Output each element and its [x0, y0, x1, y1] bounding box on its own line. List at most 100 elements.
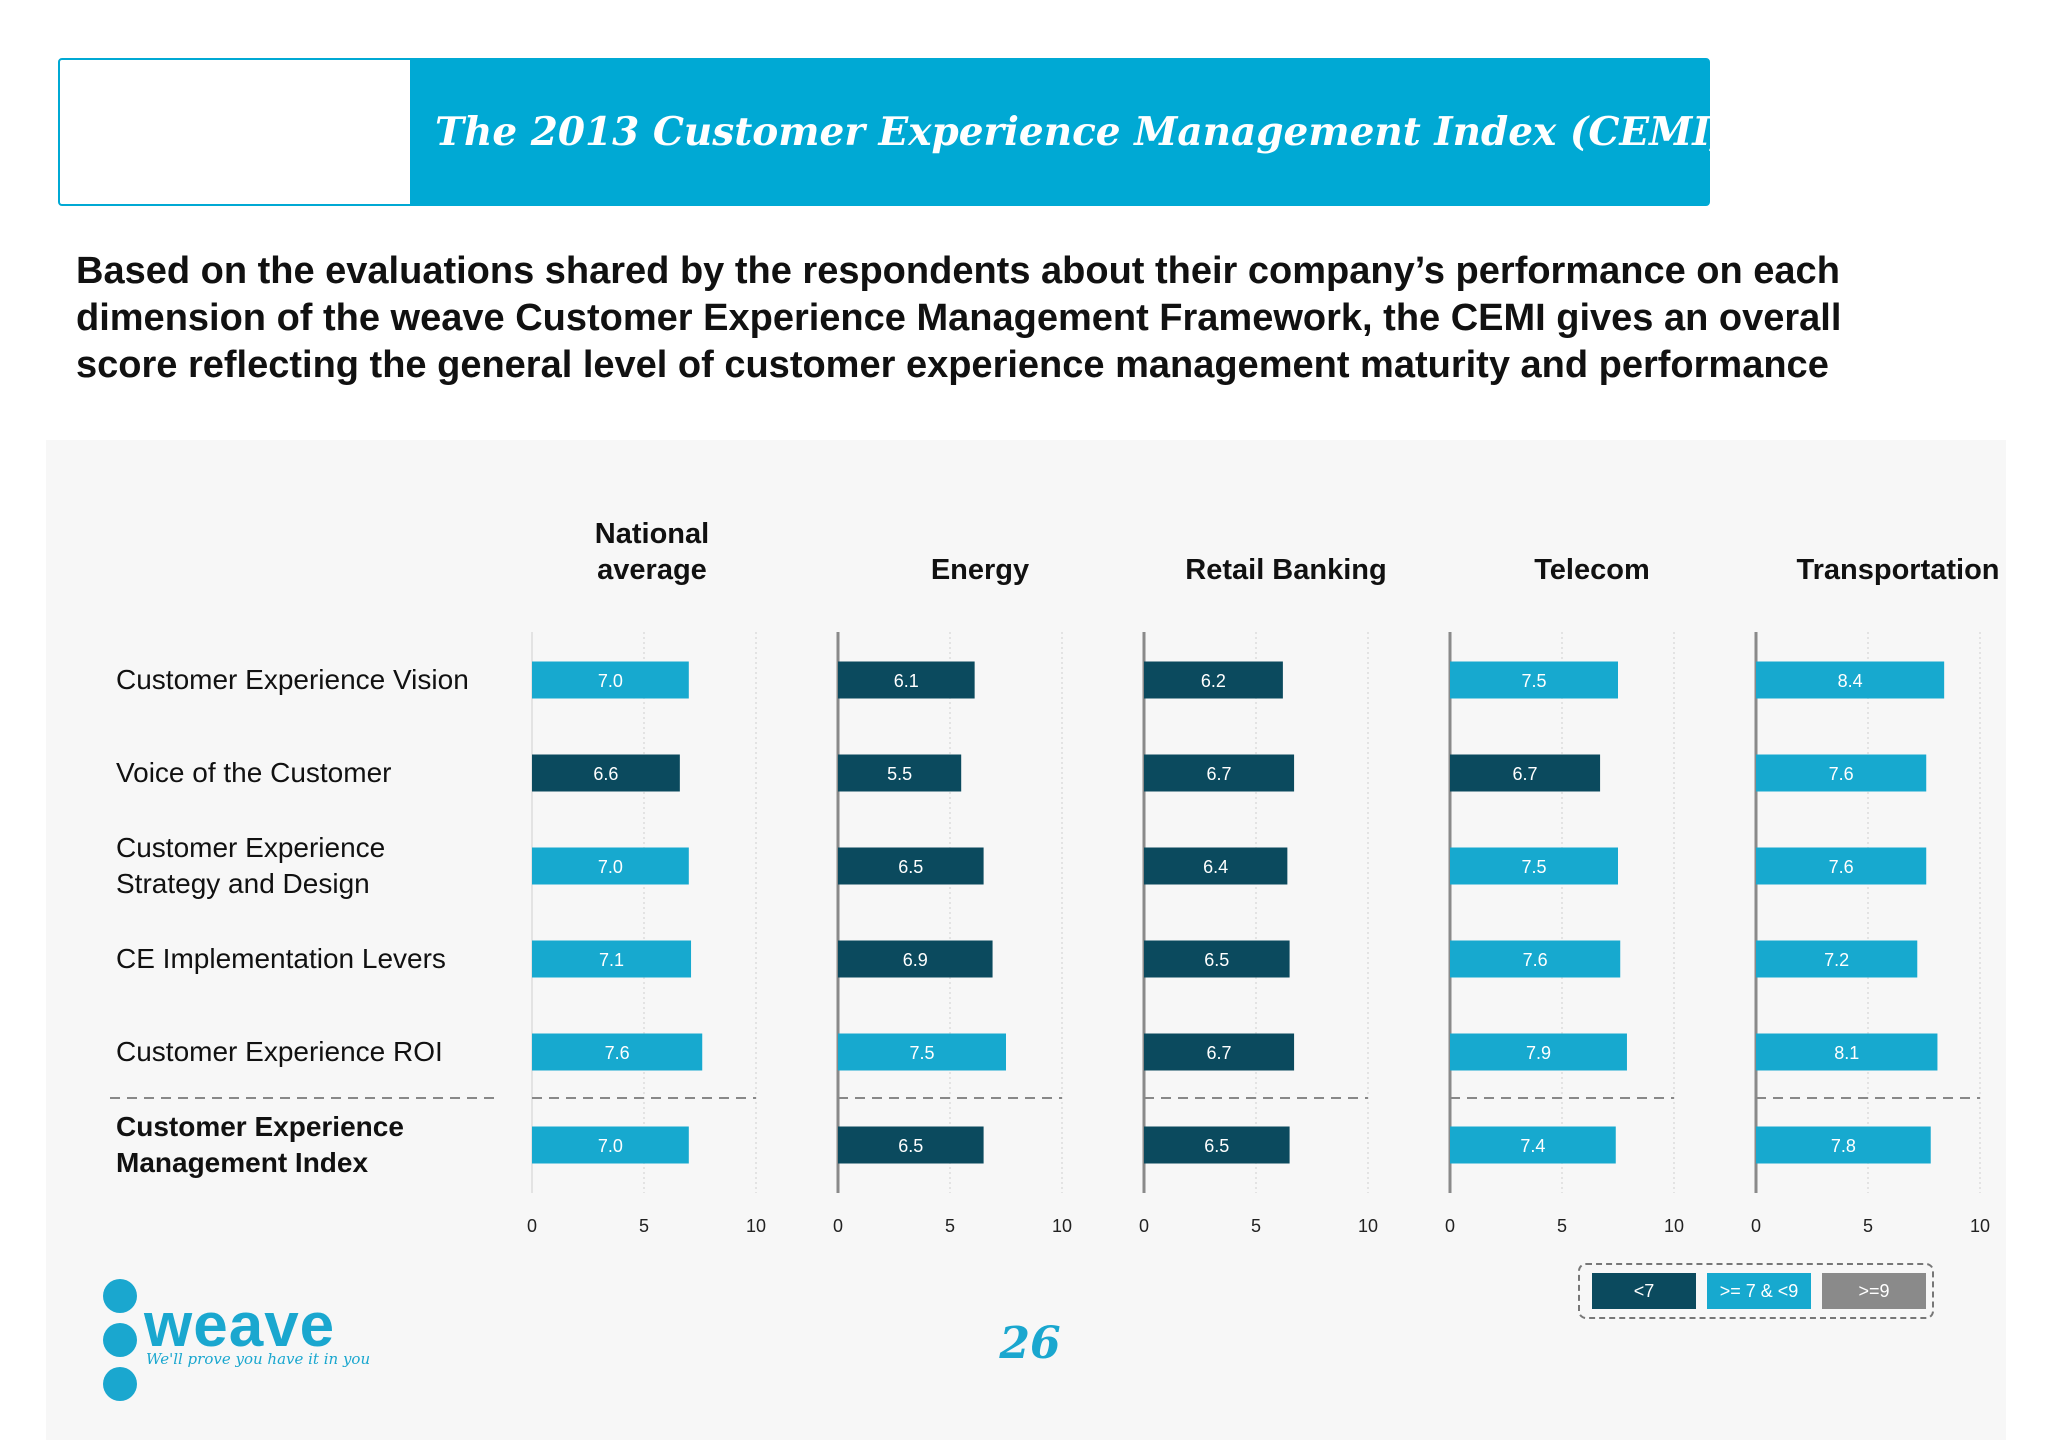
legend-item-below-7: <7	[1592, 1273, 1696, 1309]
bar	[532, 1126, 689, 1164]
bar-value-label: 7.6	[605, 1043, 630, 1063]
bar	[1144, 847, 1288, 885]
column-header: National average	[502, 516, 802, 588]
column-header: Energy	[830, 552, 1130, 588]
bar-value-label: 6.7	[1513, 764, 1538, 784]
bar-value-label: 6.5	[1204, 1136, 1229, 1156]
row-label-line: Voice of the Customer	[116, 757, 392, 788]
legend-item-7-to-9: >= 7 & <9	[1707, 1273, 1811, 1309]
x-tick-label: 10	[1970, 1216, 1990, 1236]
bar	[1756, 940, 1918, 978]
x-tick-label: 5	[1863, 1216, 1873, 1236]
row-label: Customer Experience Vision	[116, 662, 536, 698]
subtitle-line-2: dimension of the weave Customer Experien…	[76, 297, 1842, 339]
bar-value-label: 6.5	[898, 1136, 923, 1156]
bar	[838, 754, 962, 792]
legend-item-9-plus: >=9	[1822, 1273, 1926, 1309]
bar	[1756, 1033, 1938, 1071]
bar-value-label: 7.2	[1824, 950, 1849, 970]
bar	[1450, 1033, 1627, 1071]
column-header-line: National	[594, 518, 710, 550]
bar-value-label: 7.0	[598, 1136, 623, 1156]
bar	[1450, 661, 1618, 699]
column-header-line: Retail Banking	[1185, 554, 1387, 586]
x-tick-label: 0	[1751, 1216, 1761, 1236]
x-tick-label: 10	[1358, 1216, 1378, 1236]
x-tick-label: 10	[1052, 1216, 1072, 1236]
bar-value-label: 7.5	[1521, 857, 1546, 877]
bar-value-label: 7.6	[1829, 857, 1854, 877]
subtitle: Based on the evaluations shared by the r…	[76, 248, 1976, 389]
bar-value-label: 7.0	[598, 671, 623, 691]
bar	[838, 847, 984, 885]
legend	[1578, 1263, 1934, 1319]
row-label: CE Implementation Levers	[116, 941, 536, 977]
weave-logo-dots-icon	[103, 1279, 137, 1401]
bar-value-label: 7.5	[909, 1043, 934, 1063]
bar	[1144, 1126, 1290, 1164]
bar-value-label: 6.4	[1203, 857, 1228, 877]
bar-value-label: 6.6	[593, 764, 618, 784]
bar-value-label: 7.1	[599, 950, 624, 970]
bar-value-label: 6.7	[1207, 764, 1232, 784]
logo-wordmark: weave	[144, 1291, 336, 1360]
column-header: Telecom	[1442, 552, 1742, 588]
bar-value-label: 7.6	[1523, 950, 1548, 970]
bar-value-label: 6.1	[894, 671, 919, 691]
column-header: Transportation	[1748, 552, 2048, 588]
bar	[838, 1126, 984, 1164]
column-header-line: Energy	[930, 554, 1030, 586]
bar-value-label: 7.5	[1521, 671, 1546, 691]
row-label-line: Customer Experience Vision	[116, 664, 469, 695]
bar	[1144, 1033, 1295, 1071]
bar	[1756, 1126, 1931, 1164]
x-tick-label: 0	[1139, 1216, 1149, 1236]
column-header: Retail Banking	[1136, 552, 1436, 588]
column-header-line: average	[597, 554, 707, 586]
x-tick-label: 10	[746, 1216, 766, 1236]
row-label: Customer Experience Strategy and Design	[116, 830, 536, 902]
bar	[1450, 847, 1618, 885]
row-label: Customer Experience Management Index	[116, 1109, 536, 1181]
row-label-line: Customer Experience	[116, 832, 386, 863]
bar-value-label: 5.5	[887, 764, 912, 784]
bar	[1756, 847, 1927, 885]
x-tick-label: 0	[1445, 1216, 1455, 1236]
bar	[838, 661, 975, 699]
column-header-line: Telecom	[1534, 554, 1650, 586]
logo-tagline: We'll prove you have it in you	[146, 1350, 371, 1368]
column-header-line: Transportation	[1796, 554, 2000, 586]
bar	[838, 1033, 1006, 1071]
page-title: The 2013 Customer Experience Management …	[435, 109, 1729, 155]
bar-value-label: 7.8	[1831, 1136, 1856, 1156]
bar-value-label: 7.4	[1520, 1136, 1545, 1156]
row-label: Customer Experience ROI	[116, 1034, 536, 1070]
subtitle-line-3: score reflecting the general level of cu…	[76, 344, 1829, 386]
row-label-line: Management Index	[116, 1147, 369, 1178]
bar	[532, 940, 692, 978]
bar	[1756, 754, 1927, 792]
row-label-line: CE Implementation Levers	[116, 943, 446, 974]
bar	[532, 1033, 703, 1071]
bar	[1450, 754, 1601, 792]
bar-value-label: 6.5	[898, 857, 923, 877]
row-label-line: Customer Experience	[116, 1111, 404, 1142]
bar	[532, 847, 689, 885]
row-label-line: Customer Experience ROI	[116, 1036, 443, 1067]
subtitle-line-1: Based on the evaluations shared by the r…	[76, 250, 1840, 292]
bar	[532, 754, 680, 792]
x-tick-label: 0	[833, 1216, 843, 1236]
bar	[838, 940, 993, 978]
bar-value-label: 6.2	[1201, 671, 1226, 691]
x-tick-label: 5	[1557, 1216, 1567, 1236]
x-tick-label: 5	[1251, 1216, 1261, 1236]
bar	[1450, 1126, 1616, 1164]
bar-value-label: 8.4	[1838, 671, 1863, 691]
x-tick-label: 0	[527, 1216, 537, 1236]
bar-value-label: 7.9	[1526, 1043, 1551, 1063]
bar-value-label: 7.0	[598, 857, 623, 877]
bar-value-label: 6.5	[1204, 950, 1229, 970]
bar	[1144, 940, 1290, 978]
